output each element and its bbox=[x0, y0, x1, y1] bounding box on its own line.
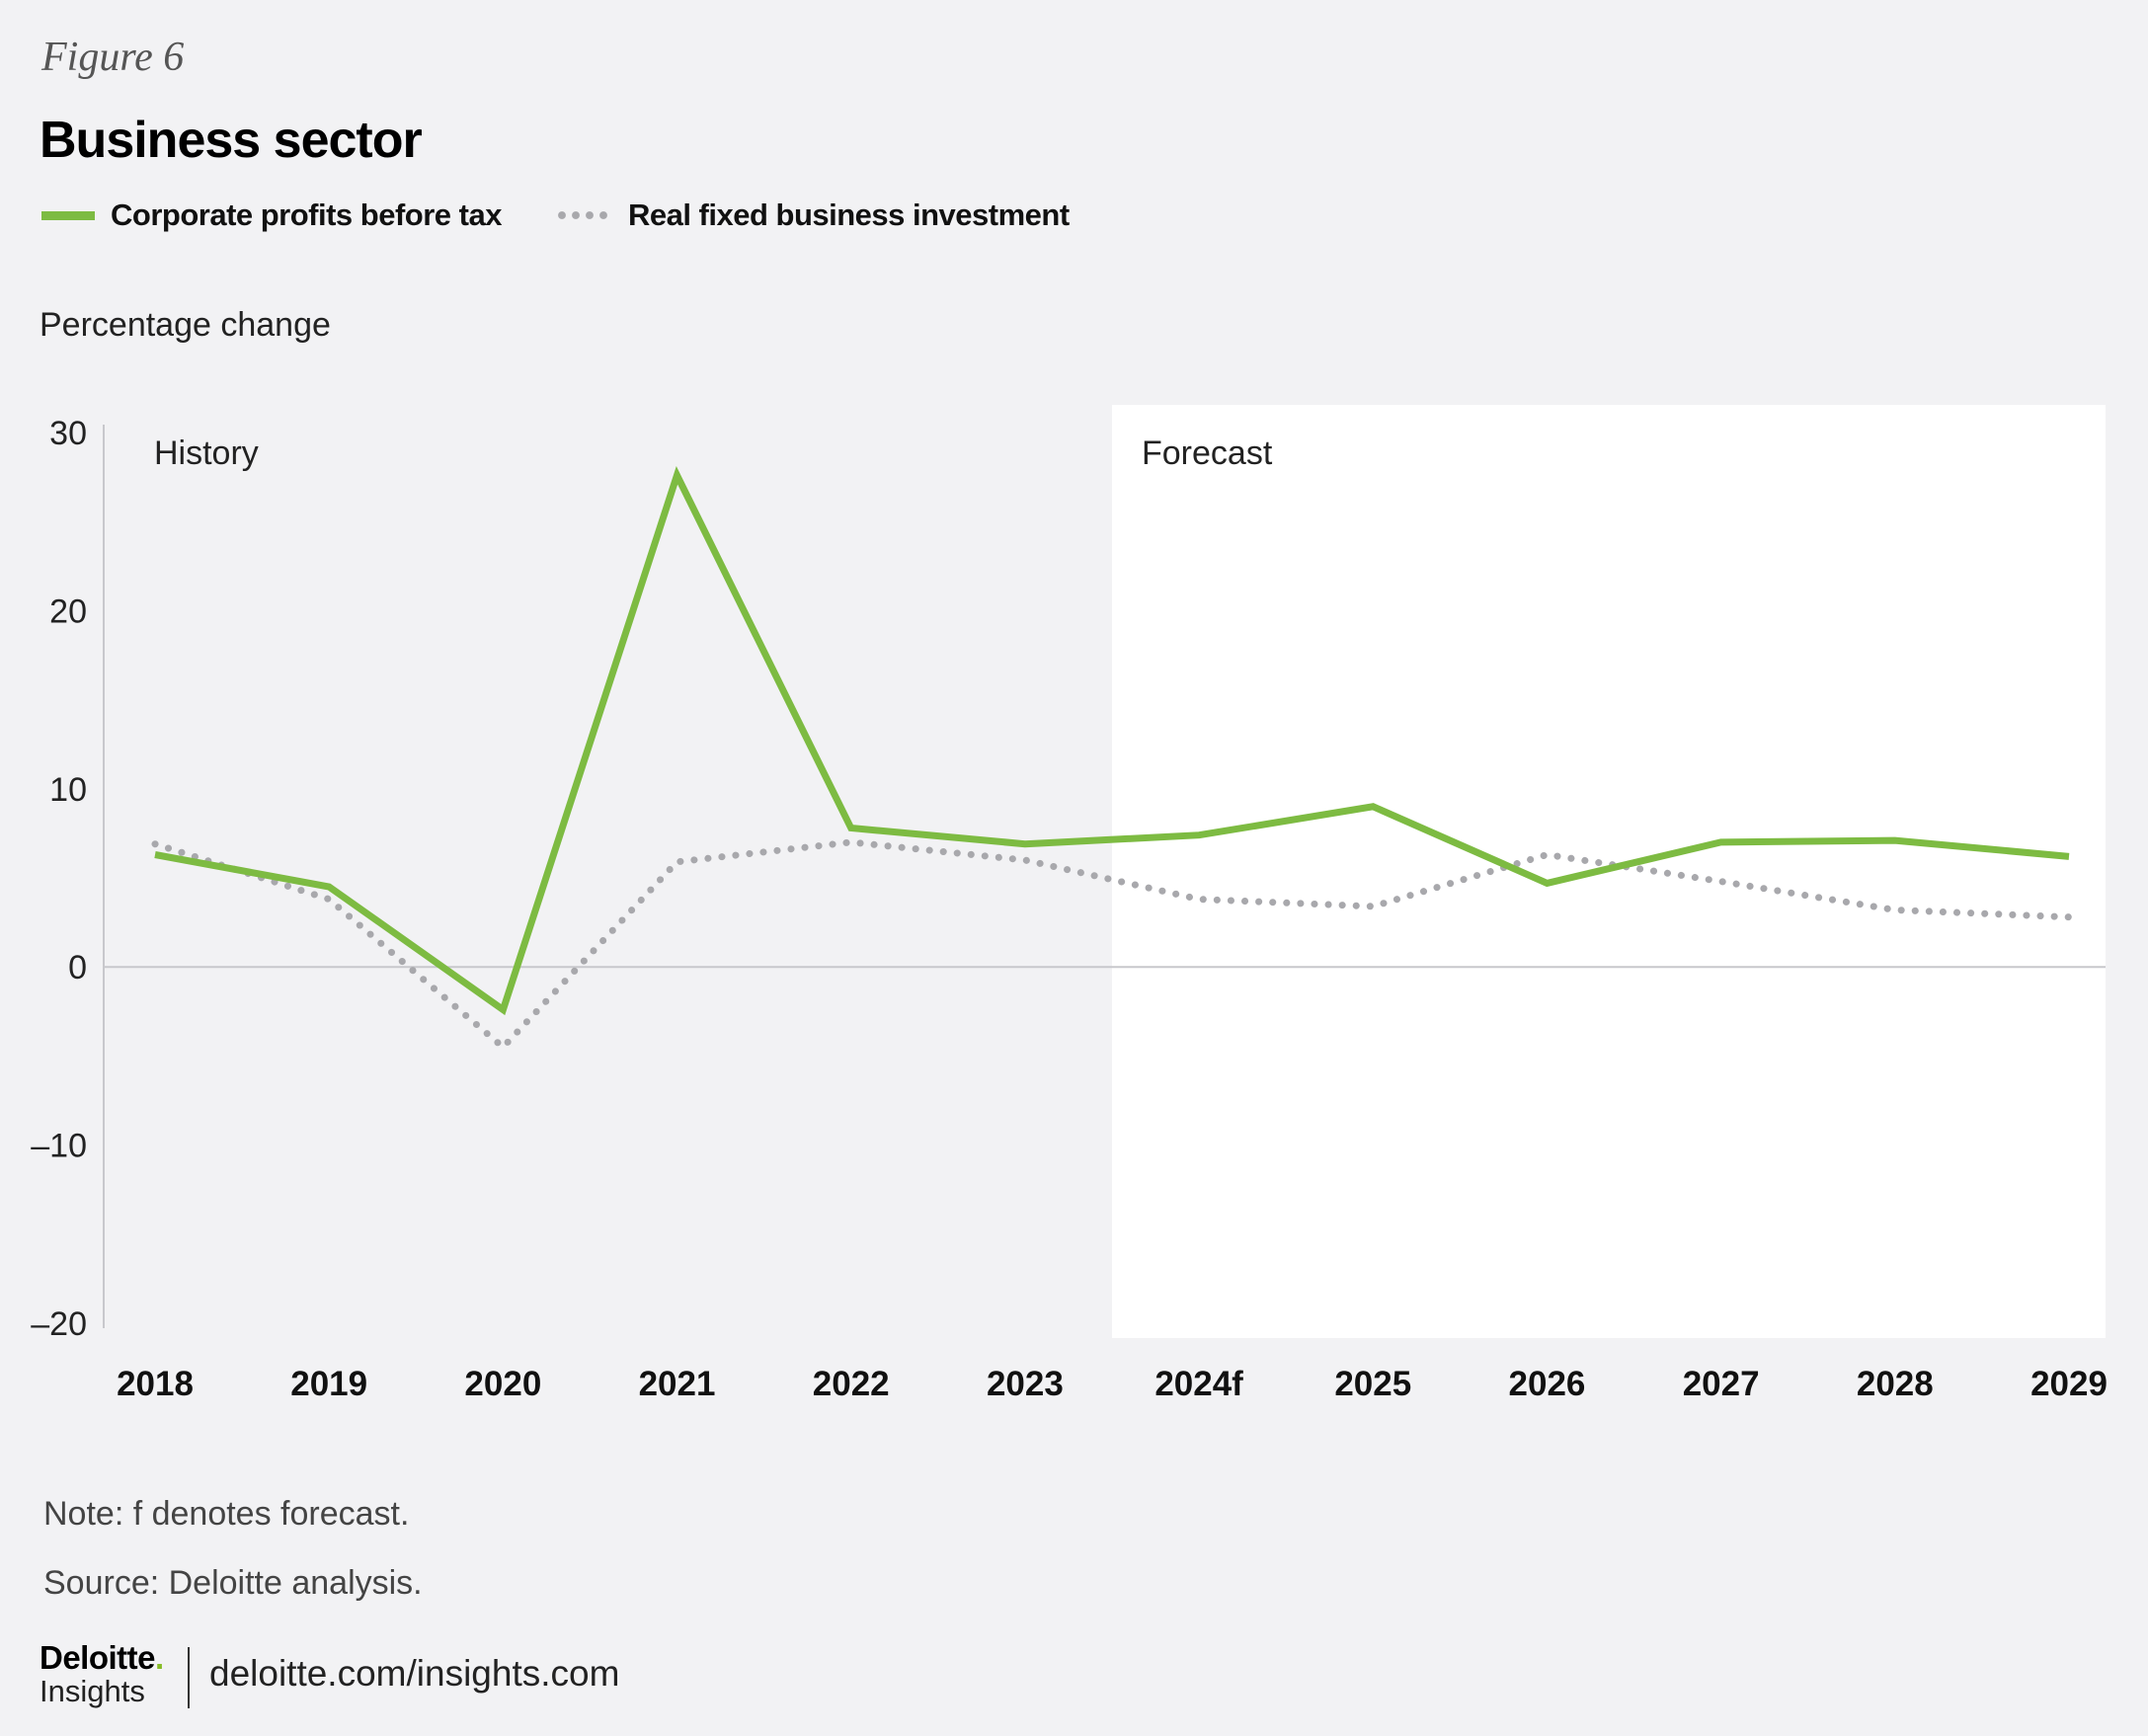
data-point-profits bbox=[675, 472, 680, 478]
chart-note: Note: f denotes forecast. bbox=[43, 1495, 410, 1533]
legend-item-investment: Real fixed business investment bbox=[554, 197, 1070, 233]
data-point-profits bbox=[1370, 804, 1376, 810]
data-point-investment bbox=[152, 841, 158, 847]
legend-swatch-solid-line-icon bbox=[41, 210, 95, 220]
footer-divider bbox=[188, 1647, 190, 1708]
data-point-investment bbox=[326, 897, 332, 903]
data-point-investment bbox=[2066, 914, 2072, 920]
data-point-profits bbox=[848, 825, 854, 830]
logo-wordmark: Deloitte bbox=[40, 1639, 156, 1676]
logo-green-dot-icon: . bbox=[155, 1639, 164, 1676]
data-point-investment bbox=[1544, 852, 1550, 858]
footer-url-link[interactable]: deloitte.com/insights.com bbox=[209, 1653, 620, 1694]
x-tick-label: 2022 bbox=[813, 1365, 890, 1403]
data-point-investment bbox=[675, 859, 680, 865]
series-line-corporate-profits bbox=[154, 466, 2070, 1016]
chart-title: Business sector bbox=[40, 112, 423, 169]
data-point-profits bbox=[2066, 853, 2072, 859]
legend: Corporate profits before tax Real fixed … bbox=[41, 197, 1123, 233]
data-point-profits bbox=[500, 1006, 506, 1012]
data-point-investment bbox=[848, 839, 854, 845]
data-point-profits bbox=[1544, 880, 1550, 886]
x-tick-labels: 2018 2019 2020 2021 2022 2023 2024f 2025 2026 202… bbox=[117, 1365, 2108, 1403]
data-point-profits bbox=[1892, 837, 1898, 843]
legend-label-investment: Real fixed business investment bbox=[627, 197, 1070, 232]
logo-subtitle: Insights bbox=[40, 1674, 145, 1708]
y-axis-label: Percentage change bbox=[40, 306, 331, 344]
y-tick-label: –20 bbox=[31, 1305, 87, 1343]
data-point-investment bbox=[500, 1044, 506, 1050]
x-tick-label: 2025 bbox=[1334, 1365, 1411, 1403]
forecast-region-label: Forecast bbox=[1142, 434, 1273, 472]
history-region-label: History bbox=[154, 434, 259, 472]
x-tick-label: 2018 bbox=[117, 1365, 194, 1403]
y-tick-label: –10 bbox=[31, 1128, 87, 1165]
series-line-real-fixed-business-investment bbox=[151, 838, 2073, 1051]
legend-label-profits: Corporate profits before tax bbox=[111, 197, 502, 232]
legend-swatch-dotted-line-icon bbox=[554, 211, 608, 219]
y-tick-label: 30 bbox=[49, 415, 87, 452]
legend-item-profits: Corporate profits before tax bbox=[41, 197, 502, 233]
data-point-profits bbox=[152, 852, 158, 858]
data-point-profits bbox=[1022, 841, 1028, 847]
x-tick-label: 2020 bbox=[464, 1365, 541, 1403]
x-tick-label: 2023 bbox=[987, 1365, 1064, 1403]
data-point-investment bbox=[1196, 897, 1202, 903]
data-point-profits bbox=[1718, 839, 1724, 845]
data-point-investment bbox=[1718, 879, 1724, 885]
data-point-profits bbox=[326, 884, 332, 890]
chart-source: Source: Deloitte analysis. bbox=[43, 1564, 423, 1602]
y-tick-label: 10 bbox=[49, 771, 87, 809]
figure-label: Figure 6 bbox=[41, 35, 185, 80]
data-point-investment bbox=[1370, 904, 1376, 909]
y-tick-label: 20 bbox=[49, 592, 87, 630]
x-tick-label: 2028 bbox=[1857, 1365, 1934, 1403]
y-tick-labels: 30 20 10 0 –10 –20 bbox=[31, 415, 87, 1343]
x-tick-label: 2029 bbox=[2030, 1365, 2108, 1403]
x-tick-label: 2019 bbox=[290, 1365, 367, 1403]
y-tick-label: 0 bbox=[68, 949, 87, 986]
x-tick-label: 2024f bbox=[1154, 1365, 1243, 1403]
data-point-investment bbox=[1022, 857, 1028, 863]
data-point-investment bbox=[1892, 907, 1898, 912]
x-tick-label: 2027 bbox=[1683, 1365, 1760, 1403]
x-tick-label: 2026 bbox=[1509, 1365, 1586, 1403]
deloitte-insights-logo: Deloitte. Insights bbox=[40, 1641, 164, 1706]
data-point-profits bbox=[1196, 832, 1202, 838]
x-tick-label: 2021 bbox=[639, 1365, 716, 1403]
